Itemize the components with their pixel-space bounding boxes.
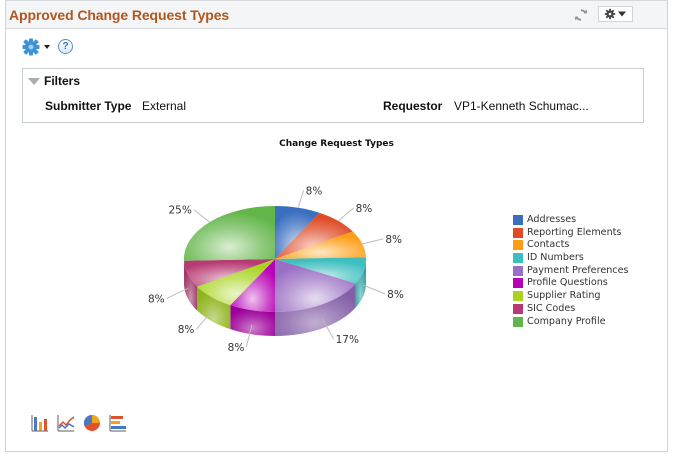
pie-slice-label: 25% [168,205,191,217]
legend-label: ID Numbers [527,252,584,264]
pie-chart-icon[interactable] [83,414,101,432]
pie-slice-label: 8% [356,203,373,215]
filter-label-requestor: Requestor [383,99,443,113]
legend-label: Profile Questions [527,277,608,289]
gear-icon[interactable] [22,38,40,56]
legend-label: Company Profile [527,315,606,327]
legend-swatch [513,291,523,302]
legend-label: Reporting Elements [527,226,622,238]
pie-slice-label: 8% [148,293,165,305]
filters-section: Filters Submitter Type External Requesto… [22,68,644,123]
gear-dropdown-icon [604,8,626,20]
legend-swatch [513,316,523,327]
pie-slice-label: 17% [336,334,359,346]
legend-label: Supplier Rating [527,290,601,302]
filter-value-requestor: VP1-Kenneth Schumac... [454,99,589,113]
pie-slice-label: 8% [306,185,323,197]
refresh-icon[interactable] [573,7,589,23]
help-icon[interactable]: ? [58,39,73,54]
legend-swatch [513,240,523,251]
legend-label: Contacts [527,239,570,251]
legend-swatch [513,253,523,264]
legend-label: Addresses [527,214,577,225]
bar-chart-icon[interactable] [31,414,49,432]
chart-title: Change Request Types [279,139,394,149]
filter-label-submitter-type: Submitter Type [45,99,132,113]
pie-slice-label: 8% [228,342,245,354]
legend-swatch [513,227,523,238]
legend-label: Payment Preferences [527,264,629,276]
pagelet-actions-button[interactable] [598,6,633,22]
pagelet-header: Approved Change Request Types [6,0,667,29]
horizontal-bar-chart-icon[interactable] [109,414,127,432]
pie-slice-label: 8% [178,324,195,336]
pie-slice-label: 8% [385,234,402,246]
legend-swatch [513,215,523,225]
legend-swatch [513,265,523,276]
filters-heading: Filters [44,74,81,88]
line-chart-icon[interactable] [57,414,75,432]
pie-slice-label: 8% [387,289,404,301]
pagelet-title: Approved Change Request Types [9,7,230,23]
filter-value-submitter-type: External [142,99,187,113]
collapse-triangle-icon [28,78,40,85]
legend-label: SIC Codes [527,302,576,314]
legend-swatch [513,278,523,289]
legend-swatch [513,303,523,314]
chevron-down-icon[interactable] [44,45,50,49]
